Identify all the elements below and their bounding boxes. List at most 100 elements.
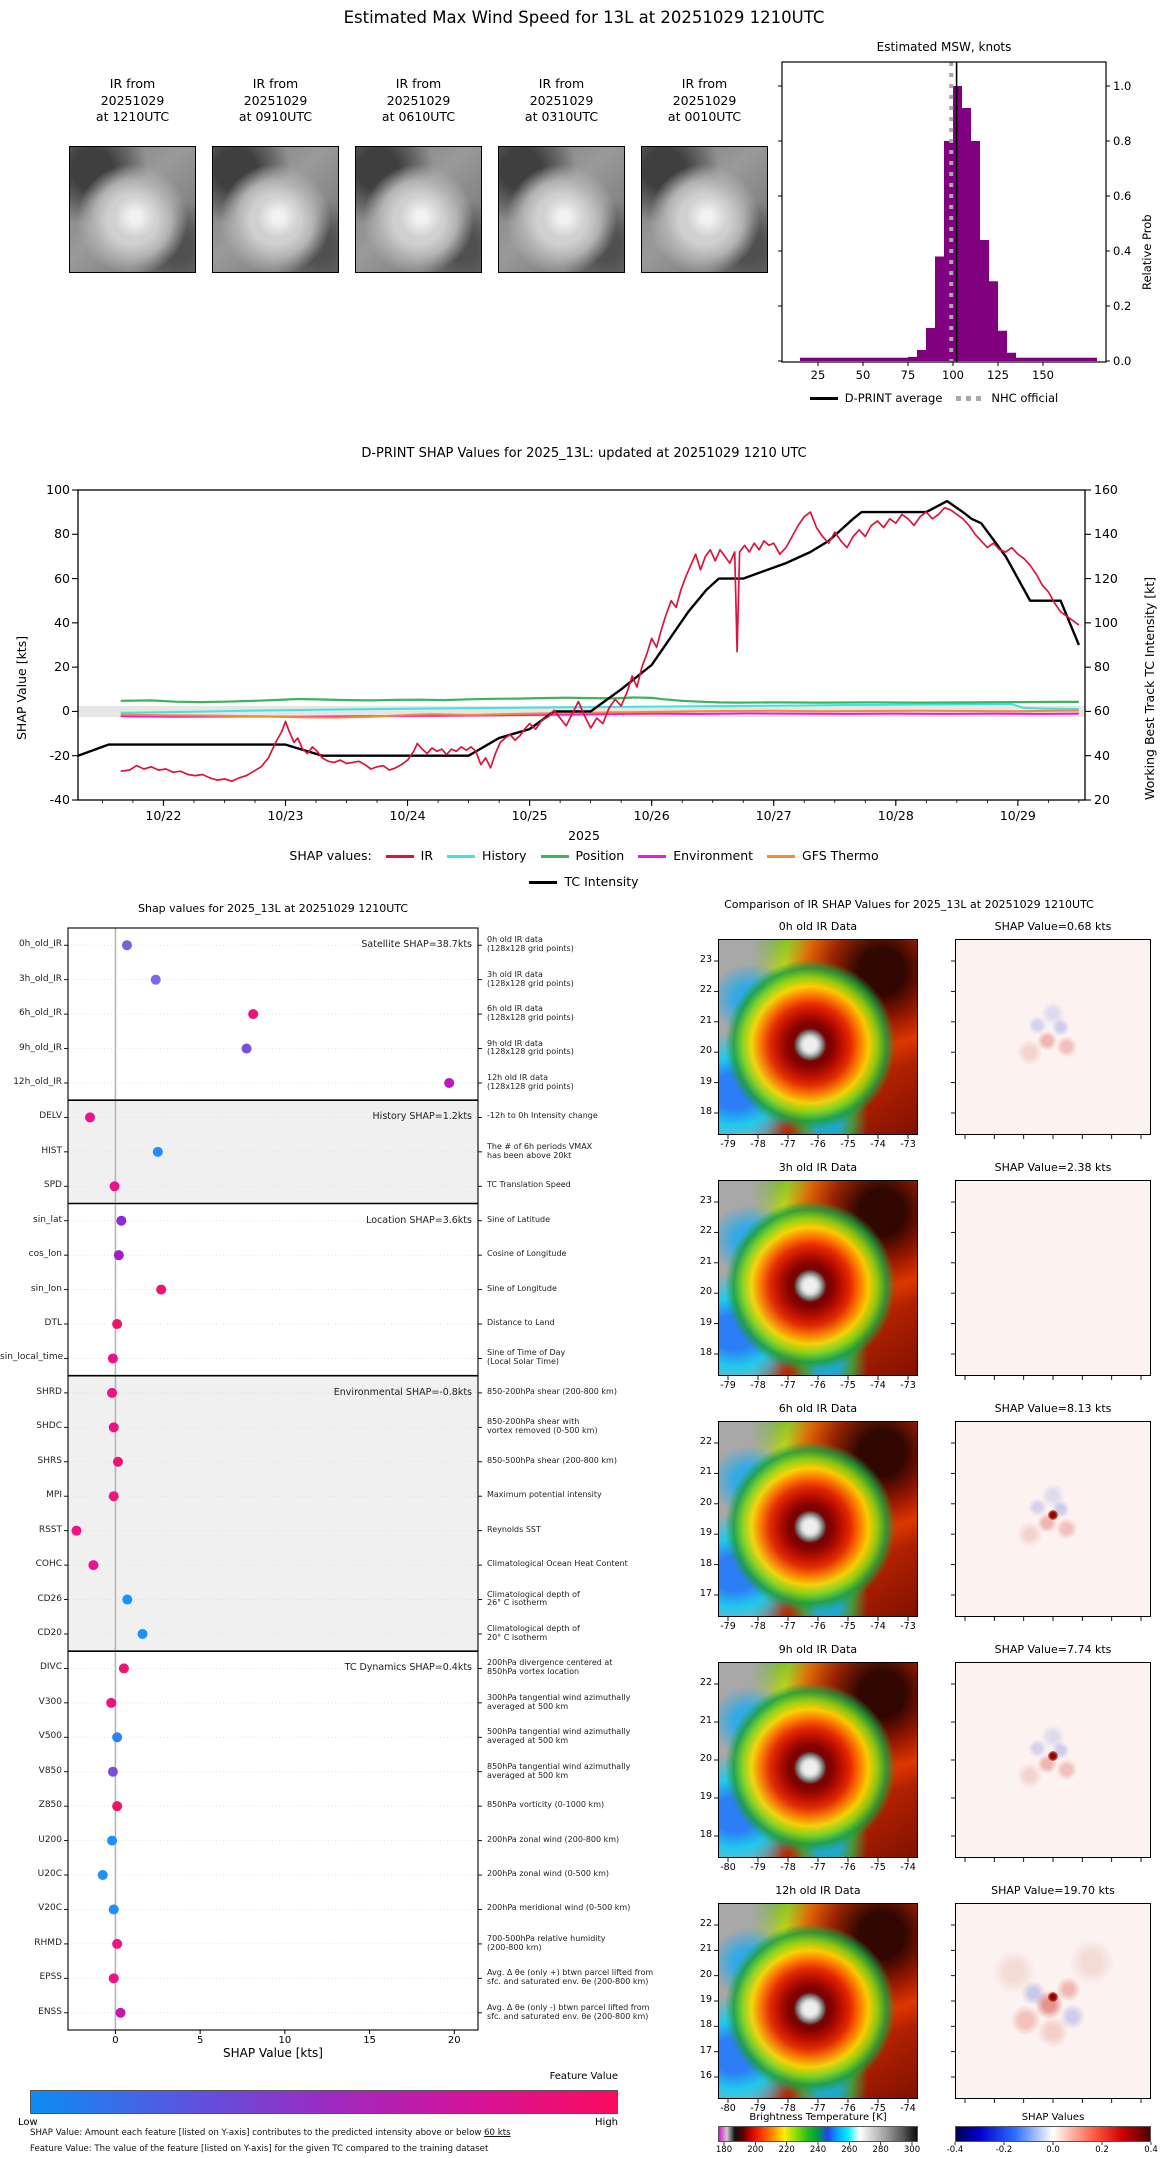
feature-desc-SPD: TC Translation Speed <box>487 1180 571 1190</box>
feature-label-EPSS: EPSS <box>39 1972 62 1983</box>
cmp-ytick-label: 20 <box>699 1968 712 1980</box>
dotplot-xtick-label: 0 <box>112 2035 119 2046</box>
feature-label-U20C: U20C <box>37 1869 62 1880</box>
ts-ytick-left-label: 80 <box>54 526 70 542</box>
dot-SHRD <box>107 1387 118 1398</box>
feature-label-DELV: DELV <box>39 1111 62 1122</box>
featurevalue-low-label: Low <box>18 2117 38 2128</box>
ts-ytick-right-label: 80 <box>1094 659 1110 675</box>
cmp-xtick-label: -77 <box>780 1139 796 1150</box>
shap-value-map-0 <box>955 939 1151 1135</box>
feature-desc-sin_lon: Sine of Longitude <box>487 1283 557 1293</box>
cmp-xtick-label: -77 <box>810 2103 826 2114</box>
featurevalue-high-label: High <box>595 2117 618 2128</box>
feature-label-V300: V300 <box>38 1696 62 1707</box>
timeseries-legend-row2: TC Intensity <box>0 874 1168 889</box>
cmp-xtick-label: -73 <box>900 1621 916 1632</box>
feature-desc-COHC: Climatological Ocean Heat Content <box>487 1559 628 1569</box>
ts-ytick-right-label: 160 <box>1094 482 1118 497</box>
ir-thumbnail-image-3 <box>498 146 625 273</box>
ts-ytick-right-label: 40 <box>1094 747 1110 763</box>
dot-sin_local_time <box>107 1353 118 1364</box>
cmp-xtick-label: -74 <box>900 2103 916 2114</box>
dot-sin_lat <box>116 1215 127 1226</box>
ts-legend-swatch-environment <box>638 854 667 859</box>
page-title: Estimated Max Wind Speed for 13L at 2025… <box>343 8 825 27</box>
cmp-ytick-label: 23 <box>699 1195 712 1206</box>
hist-bar-1 <box>917 350 926 361</box>
ts-legend-item-environment: Environment <box>638 848 753 863</box>
hist-xtick-label: 150 <box>1032 368 1054 382</box>
ir-data-map-4 <box>718 1903 918 2099</box>
hist-ytick-label: 0.6 <box>1113 189 1132 203</box>
cmp-ytick-label: 19 <box>699 1994 712 2005</box>
hist-xtick-label: 75 <box>900 368 916 382</box>
shap-map-title-2: SHAP Value=8.13 kts <box>994 1402 1112 1415</box>
cmp-ytick-label: 21 <box>699 1255 712 1267</box>
hist-legend-label-0: D-PRINT average <box>844 391 943 405</box>
feature-desc-cos_lon: Cosine of Longitude <box>487 1249 567 1259</box>
dot-CD20 <box>137 1628 148 1639</box>
dot-sin_lon <box>156 1284 167 1295</box>
bt-cb-tick-label: 200 <box>747 2145 764 2155</box>
shap-map-title-3: SHAP Value=7.74 kts <box>994 1643 1112 1656</box>
cmp-xtick-label: -79 <box>750 1862 766 1873</box>
ir-thumbnail-label-2: IR from 20251029 at 0610UTC <box>381 76 456 124</box>
hist-xtick-label: 100 <box>942 368 964 382</box>
ts-xtick-label: 10/27 <box>755 808 792 823</box>
shap-map-title-4: SHAP Value=19.70 kts <box>991 1884 1115 1897</box>
cmp-xtick-label: -75 <box>870 2103 886 2114</box>
feature-label-DIVC: DIVC <box>39 1662 62 1673</box>
ir-thumbnail-image-4 <box>641 146 768 273</box>
section-annotation-4: TC Dynamics SHAP=0.4kts <box>344 1662 472 1674</box>
feature-desc-SHRS: 850-500hPa shear (200-800 km) <box>487 1455 617 1465</box>
shap-value-map-4 <box>955 1903 1151 2099</box>
ir-data-map-2 <box>718 1421 918 1617</box>
ts-legend-item-gfs-thermo: GFS Thermo <box>767 848 879 863</box>
feature-desc-V20C: 200hPa meridional wind (0-500 km) <box>487 1903 631 1913</box>
nhc-official-swatch <box>956 396 985 401</box>
dot-COHC <box>88 1560 99 1571</box>
dot-SHDC <box>108 1422 119 1433</box>
cmp-xtick-label: -79 <box>750 2103 766 2114</box>
feature-label-DTL: DTL <box>44 1318 62 1329</box>
ts-ytick-right-label: 60 <box>1094 703 1110 719</box>
feature-label-Z850: Z850 <box>38 1800 62 1811</box>
hist-bar-5 <box>953 86 962 361</box>
hist-bar-4 <box>944 141 953 361</box>
dot-9h_old_IR <box>241 1043 252 1054</box>
hist-bar-3 <box>935 256 944 361</box>
ir-map-title-3: 9h old IR Data <box>778 1643 858 1656</box>
feature-label-sin_lat: sin_lat <box>33 1214 62 1225</box>
dot-V20C <box>108 1904 119 1915</box>
shap-value-map-1 <box>955 1180 1151 1376</box>
cmp-ytick-label: 20 <box>699 1753 712 1764</box>
feature-label-V850: V850 <box>38 1765 62 1776</box>
histogram-title: Estimated MSW, knots <box>876 40 1012 54</box>
cmp-ytick-label: 18 <box>699 1106 712 1117</box>
feature-label-ENSS: ENSS <box>38 2006 62 2017</box>
dot-V500 <box>112 1732 123 1743</box>
feature-label-V20C: V20C <box>38 1903 62 1914</box>
feature-desc-sin_local_time: Sine of Time of Day (Local Solar Time) <box>487 1348 566 1367</box>
feature-desc-RSST: Reynolds SST <box>487 1524 541 1534</box>
shap-colorbar-label: SHAP Values <box>1021 2112 1085 2123</box>
feature-label-MPI: MPI <box>46 1490 62 1501</box>
feature-desc-DTL: Distance to Land <box>487 1318 555 1328</box>
series-position <box>120 696 1079 704</box>
hist-bar-11 <box>1007 352 1016 361</box>
ts-xtick-label: 10/23 <box>267 808 304 823</box>
hist-xtick-label: 25 <box>810 368 826 382</box>
dot-RHMD <box>112 1938 123 1949</box>
featurevalue-colorbar-label: Feature Value <box>549 2071 618 2082</box>
feature-desc-DELV: -12h to 0h Intensity change <box>487 1111 598 1121</box>
shap-values-colorbar <box>955 2126 1151 2142</box>
ts-xtick-label: 10/22 <box>145 808 182 823</box>
cmp-xtick-label: -75 <box>840 1380 856 1391</box>
cmp-ytick-label: 18 <box>699 1347 712 1358</box>
cmp-xtick-label: -76 <box>810 1380 826 1391</box>
dprint-average-swatch <box>809 397 838 400</box>
ir-thumbnail-image-2 <box>355 146 482 273</box>
footnote-shap-value-text: SHAP Value: Amount each feature [listed … <box>30 2128 485 2138</box>
